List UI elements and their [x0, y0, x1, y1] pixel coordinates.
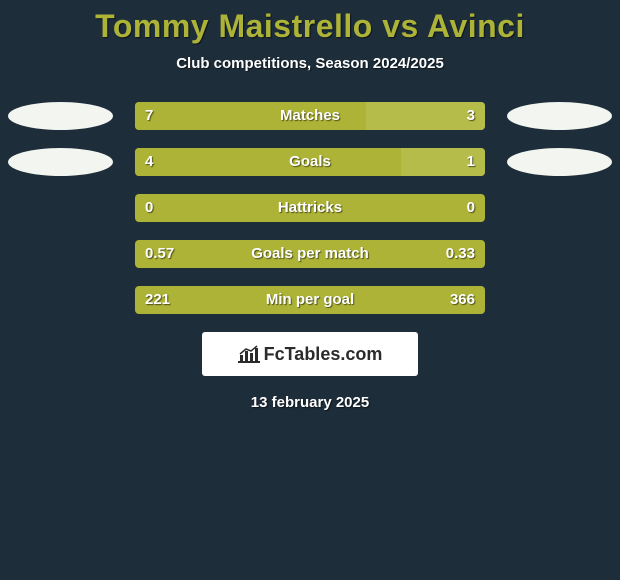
bar-track: [135, 194, 485, 222]
page-title: Tommy Maistrello vs Avinci: [0, 0, 620, 45]
player-marker-right: [507, 148, 612, 176]
bar-segment-left: [135, 148, 401, 176]
bar-segment-left: [135, 194, 485, 222]
comparison-bars: Matches73 Goals41 Hattricks00 Goals per mat…: [0, 102, 620, 314]
brand-text: FcTables.com: [264, 344, 383, 365]
player-marker-right: [507, 102, 612, 130]
player-marker-left: [8, 102, 113, 130]
stat-row: Hattricks00: [0, 194, 620, 222]
page-subtitle: Club competitions, Season 2024/2025: [0, 55, 620, 72]
bar-segment-right: [401, 148, 485, 176]
bar-track: [135, 102, 485, 130]
bar-track: [135, 148, 485, 176]
stat-row: Min per goal221366: [0, 286, 620, 314]
bar-segment-left: [135, 286, 485, 314]
stat-row: Goals per match0.570.33: [0, 240, 620, 268]
bar-track: [135, 286, 485, 314]
date-text: 13 february 2025: [0, 394, 620, 411]
player-marker-left: [8, 148, 113, 176]
bar-segment-left: [135, 102, 366, 130]
brand-chart-icon: [238, 345, 260, 363]
stat-row: Goals41: [0, 148, 620, 176]
bar-segment-right: [366, 102, 485, 130]
bar-segment-left: [135, 240, 485, 268]
bar-track: [135, 240, 485, 268]
brand-badge: FcTables.com: [202, 332, 418, 376]
comparison-infographic: Tommy Maistrello vs Avinci Club competit…: [0, 0, 620, 580]
stat-row: Matches73: [0, 102, 620, 130]
